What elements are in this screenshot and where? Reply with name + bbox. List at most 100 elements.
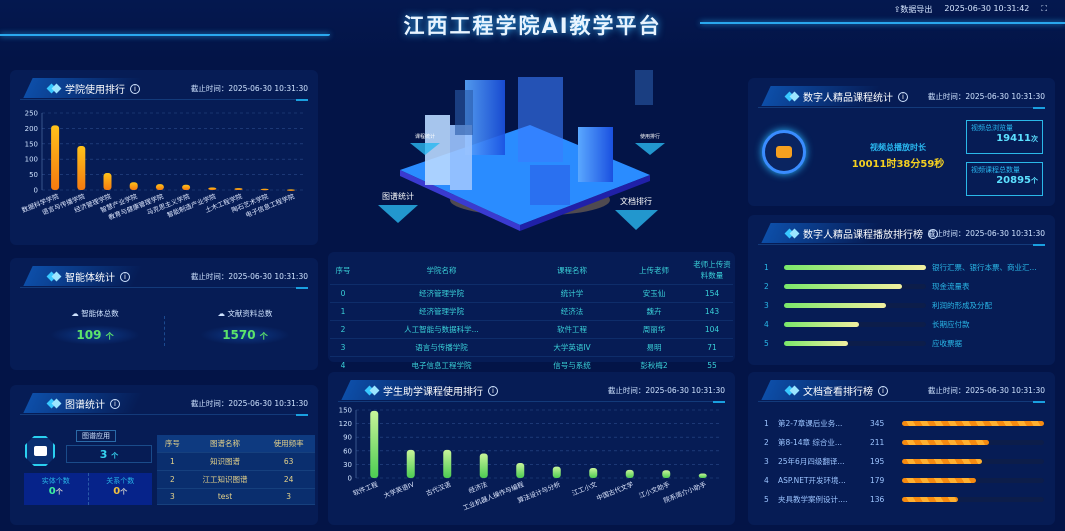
- info-icon[interactable]: i: [898, 91, 908, 102]
- column-header: 使用频率: [262, 435, 315, 453]
- center-label-usage-rank[interactable]: 使用排行: [640, 133, 660, 140]
- table-cell: 经济管理学院: [356, 284, 527, 303]
- relation-label: 关系个数: [106, 477, 135, 485]
- graph-icon: [25, 436, 55, 466]
- table-cell: 2: [330, 320, 356, 339]
- list-item[interactable]: 4 ASP.NET开发环境... 179: [764, 471, 1046, 490]
- cutoff-date: 截止时间：2025-06-30 10:31:30: [927, 92, 1045, 101]
- bar: [479, 453, 488, 478]
- bar: [406, 449, 415, 478]
- unit: 次: [1031, 135, 1038, 143]
- info-icon[interactable]: i: [120, 271, 130, 282]
- list-item[interactable]: 5 应收票据: [764, 334, 1049, 353]
- y-tick-label: 200: [25, 125, 38, 133]
- table-cell: 语言与传播学院: [356, 338, 527, 357]
- doc-name: 第8-14章 综合业...: [778, 438, 843, 447]
- info-icon[interactable]: i: [928, 228, 938, 239]
- table-row[interactable]: 1 知识图谱 63: [157, 452, 315, 471]
- progress-bar: [784, 284, 926, 289]
- bar: [589, 468, 598, 478]
- stat-unit: 个: [259, 332, 268, 341]
- stat-value: 1570: [222, 328, 256, 342]
- cutoff-date: 截止时间：2025-06-30 10:31:30: [190, 399, 308, 408]
- center-label-doc-rank[interactable]: 文档排行: [620, 196, 652, 206]
- bar: [260, 188, 269, 191]
- count-label: 视频课程总数量: [971, 166, 1020, 174]
- bar: [625, 469, 634, 478]
- graph-app-value: 3: [99, 448, 108, 461]
- rank-number: 2: [764, 282, 769, 291]
- table-cell: 154: [691, 284, 733, 303]
- bar: [370, 410, 379, 478]
- list-item[interactable]: 2 现金流量表: [764, 277, 1049, 296]
- y-tick-label: 120: [339, 420, 352, 428]
- panel-title: 学生助学课程使用排行: [383, 387, 483, 398]
- center-label-course-stats[interactable]: 课程统计: [415, 133, 435, 140]
- progress-bar: [902, 459, 1044, 464]
- table-row[interactable]: 1 经济管理学院 经济法 魏卉 143: [330, 302, 733, 321]
- table-row[interactable]: 2 江工知识图谱 24: [157, 470, 315, 489]
- table-cell: 安玉仙: [617, 284, 691, 303]
- table-row[interactable]: 3 test 3: [157, 488, 315, 505]
- rank-number: 5: [764, 339, 769, 348]
- college-rank-panel: 学院使用排行 i 截止时间：2025-06-30 10:31:30 0 50 100 15…: [10, 70, 318, 245]
- table-cell: 易明: [617, 338, 691, 357]
- cutoff-date: 截止时间：2025-06-30 10:31:30: [190, 84, 308, 93]
- course-name: 应收票据: [932, 339, 962, 348]
- course-name: 现金流量表: [932, 282, 970, 291]
- table-cell: 24: [262, 470, 315, 489]
- course-name: 长期应付款: [932, 320, 970, 329]
- table-cell: 3: [330, 338, 356, 357]
- y-tick-label: 150: [25, 140, 38, 148]
- diamond-icon: [366, 387, 378, 395]
- doc-name: 夹具教学案例设计....: [778, 495, 848, 504]
- table-cell: 软件工程: [526, 320, 618, 339]
- entity-label: 实体个数: [41, 477, 70, 485]
- cutoff-date: 截止时间：2025-06-30 10:31:30: [927, 386, 1045, 395]
- list-item[interactable]: 2 第8-14章 综合业... 211: [764, 433, 1046, 452]
- entity-relation-box: 实体个数 0个 关系个数 0个: [24, 473, 152, 505]
- graph-stats-panel: 图谱统计 i 截止时间：2025-06-30 10:31:30 3 个 图谱应用 实…: [10, 385, 318, 525]
- list-item[interactable]: 1 第2-7章课后业务... 345: [764, 414, 1046, 433]
- table-row[interactable]: 0 经济管理学院 统计学 安玉仙 154: [330, 284, 733, 303]
- table-row[interactable]: 3 语言与传播学院 大学英语IV 易明 71: [330, 338, 733, 357]
- play-rank-panel: 数字人精品课程播放排行榜 i 截止时间：2025-06-30 10:31:30 1 银…: [748, 215, 1055, 365]
- export-button[interactable]: ⇪数据导出: [893, 5, 933, 14]
- diamond-icon: [48, 273, 60, 281]
- unit: 个: [111, 452, 119, 460]
- stat-label: 文献资料总数: [227, 309, 273, 318]
- header-decor-line: [0, 34, 330, 36]
- table-cell: 3: [262, 488, 315, 505]
- bar: [234, 188, 243, 190]
- info-icon[interactable]: i: [130, 83, 140, 94]
- table-cell: 统计学: [526, 284, 618, 303]
- table-cell: 63: [262, 452, 315, 471]
- table-cell: 经济法: [526, 302, 618, 321]
- column-header: 课程名称: [526, 256, 618, 285]
- table-row[interactable]: 2 人工智能与数据科学... 软件工程 周丽华 104: [330, 320, 733, 339]
- info-icon[interactable]: i: [878, 385, 888, 396]
- view-count: 211: [870, 438, 885, 447]
- fullscreen-icon[interactable]: ⛶: [1041, 4, 1047, 13]
- doc-name: ASP.NET开发环境...: [778, 476, 846, 485]
- bar: [155, 184, 164, 190]
- x-tick-label: 经济法: [467, 479, 489, 495]
- list-item[interactable]: 3 利润的形成及分配: [764, 296, 1049, 315]
- doc-name: 25年6月四级翻译...: [778, 457, 845, 466]
- info-icon[interactable]: i: [110, 398, 120, 409]
- center-label-graph-stats[interactable]: 图谱统计: [382, 191, 414, 201]
- duration-value: 10011时38分59秒: [851, 159, 945, 170]
- info-icon[interactable]: i: [488, 385, 498, 396]
- rank-number: 3: [764, 301, 769, 310]
- list-item[interactable]: 3 25年6月四级翻译... 195: [764, 452, 1046, 471]
- course-name: 银行汇票、银行本票、商业汇...: [932, 263, 1037, 272]
- entity-value: 0: [48, 486, 56, 497]
- list-item[interactable]: 1 银行汇票、银行本票、商业汇...: [764, 258, 1049, 277]
- column-header: 序号: [330, 256, 356, 285]
- y-tick-label: 50: [29, 171, 38, 179]
- list-item[interactable]: 5 夹具教学案例设计.... 136: [764, 490, 1046, 509]
- page-title: 江西工程学院AI教学平台: [403, 14, 662, 38]
- list-item[interactable]: 4 长期应付款: [764, 315, 1049, 334]
- table-cell: 1: [157, 452, 188, 471]
- stat-label: 智能体总数: [81, 309, 119, 318]
